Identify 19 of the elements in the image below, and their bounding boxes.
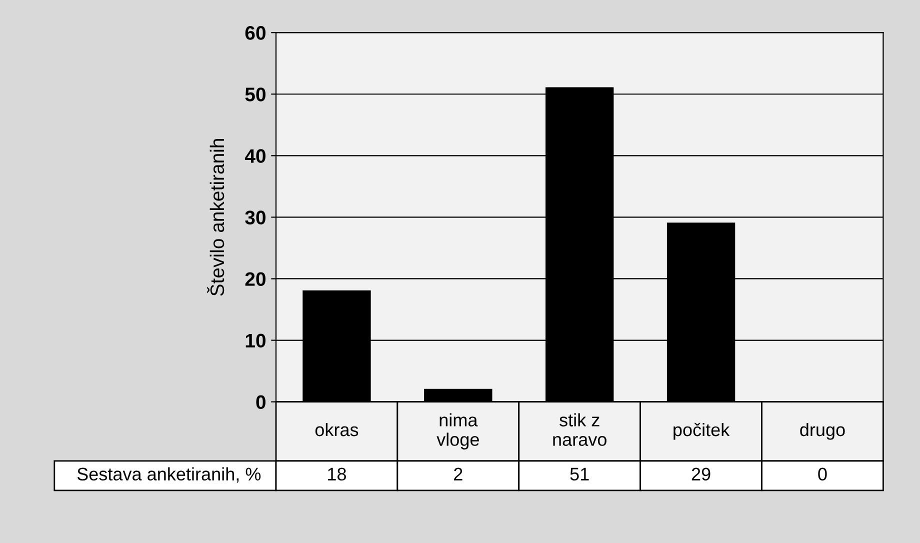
- data-label: 29: [692, 468, 710, 481]
- data-label: 18: [328, 468, 346, 481]
- x-tick-label: okras: [315, 422, 358, 436]
- x-tick-label: stik z naravo: [553, 413, 606, 446]
- y-tick-label: 60: [245, 26, 266, 40]
- y-tick-label: 20: [245, 272, 266, 286]
- data-label: 51: [570, 468, 589, 481]
- text: Sestava anketiranih, %: [77, 467, 261, 483]
- x-tick-label: drugo: [800, 422, 845, 440]
- y-axis-title: Število anketiranih: [206, 139, 224, 296]
- data-label: 2: [454, 468, 462, 480]
- y-tick-label: 30: [245, 210, 266, 224]
- y-tick-label: 10: [246, 334, 266, 348]
- x-tick-label: nima vloge: [436, 413, 479, 450]
- data-label: 0: [818, 468, 827, 481]
- y-tick-label: 0: [256, 395, 266, 410]
- x-tick-label: počitek: [674, 422, 730, 440]
- y-tick-label: 50: [245, 88, 266, 102]
- y-tick-label: 40: [244, 149, 266, 163]
